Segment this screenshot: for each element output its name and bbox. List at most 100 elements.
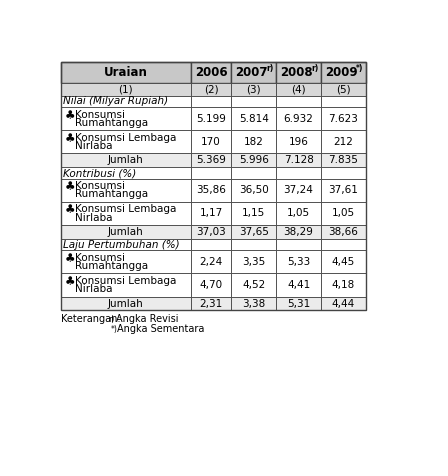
Bar	[191, 297, 231, 310]
Text: Kontribusi (%): Kontribusi (%)	[63, 168, 136, 178]
Bar	[191, 239, 231, 250]
Bar	[60, 107, 191, 130]
Text: (5): (5)	[336, 84, 351, 94]
Text: 4,52: 4,52	[242, 280, 265, 290]
Bar	[231, 250, 276, 274]
Text: Jumlah: Jumlah	[108, 155, 144, 165]
Bar	[276, 107, 321, 130]
Bar	[60, 239, 191, 250]
Bar	[231, 239, 276, 250]
Bar	[60, 297, 191, 310]
Bar	[231, 62, 276, 83]
Text: 1,05: 1,05	[287, 208, 310, 218]
Bar	[231, 202, 276, 225]
Text: 3,35: 3,35	[242, 257, 265, 267]
Bar	[231, 153, 276, 167]
Text: 4,44: 4,44	[332, 298, 355, 308]
Bar	[321, 225, 366, 239]
Text: 37,61: 37,61	[328, 185, 358, 195]
Bar	[60, 202, 191, 225]
Text: Angka Revisi: Angka Revisi	[116, 314, 178, 324]
Bar	[60, 225, 191, 239]
Bar	[191, 153, 231, 167]
Bar	[276, 297, 321, 310]
Bar	[321, 107, 366, 130]
Text: Rumahtangga: Rumahtangga	[75, 189, 148, 199]
Bar	[60, 62, 191, 83]
Bar	[321, 202, 366, 225]
Text: *): *)	[356, 64, 363, 73]
Text: Uraian: Uraian	[104, 66, 148, 79]
Text: (4): (4)	[291, 84, 306, 94]
Bar	[276, 83, 321, 96]
Text: 4,45: 4,45	[332, 257, 355, 267]
Text: r): r)	[311, 64, 318, 73]
Bar	[276, 274, 321, 297]
Text: Keterangan:: Keterangan:	[60, 314, 120, 324]
Text: (2): (2)	[204, 84, 218, 94]
Text: ♣: ♣	[65, 132, 75, 145]
Text: ♣: ♣	[65, 252, 75, 265]
Text: 7.835: 7.835	[328, 155, 358, 165]
Bar	[191, 130, 231, 153]
Text: 5.814: 5.814	[239, 114, 268, 124]
Text: 5.369: 5.369	[196, 155, 226, 165]
Bar	[321, 297, 366, 310]
Bar	[276, 202, 321, 225]
Text: Konsumsi: Konsumsi	[75, 181, 125, 191]
Text: 5.996: 5.996	[239, 155, 268, 165]
Bar	[321, 83, 366, 96]
Bar	[231, 107, 276, 130]
Text: 5,33: 5,33	[287, 257, 310, 267]
Text: 37,24: 37,24	[284, 185, 314, 195]
Text: 3,38: 3,38	[242, 298, 265, 308]
Text: Rumahtangga: Rumahtangga	[75, 118, 148, 128]
Text: Jumlah: Jumlah	[108, 227, 144, 237]
Bar	[60, 130, 191, 153]
Text: ♣: ♣	[65, 180, 75, 193]
Text: 1,05: 1,05	[332, 208, 355, 218]
Bar	[231, 179, 276, 202]
Text: 4,18: 4,18	[332, 280, 355, 290]
Bar	[60, 153, 191, 167]
Bar	[321, 167, 366, 179]
Bar	[191, 96, 231, 107]
Text: 1,15: 1,15	[242, 208, 265, 218]
Text: 7.128: 7.128	[284, 155, 314, 165]
Text: Laju Pertumbuhan (%): Laju Pertumbuhan (%)	[63, 239, 180, 249]
Text: Rumahtangga: Rumahtangga	[75, 261, 148, 271]
Bar	[191, 62, 231, 83]
Text: Jumlah: Jumlah	[108, 298, 144, 308]
Bar	[321, 250, 366, 274]
Text: r): r)	[109, 315, 115, 324]
Text: Angka Sementara: Angka Sementara	[117, 324, 205, 334]
Bar	[231, 274, 276, 297]
Bar	[231, 167, 276, 179]
Bar	[60, 96, 191, 107]
Text: 7.623: 7.623	[328, 114, 358, 124]
Text: 35,86: 35,86	[196, 185, 226, 195]
Bar	[191, 225, 231, 239]
Text: Konsumsi: Konsumsi	[75, 109, 125, 119]
Bar	[191, 83, 231, 96]
Text: Konsumsi Lembaga: Konsumsi Lembaga	[75, 276, 176, 286]
Bar	[276, 179, 321, 202]
Bar	[60, 274, 191, 297]
Bar	[276, 250, 321, 274]
Text: 4,70: 4,70	[199, 280, 223, 290]
Text: 170: 170	[201, 137, 221, 147]
Text: 37,03: 37,03	[196, 227, 226, 237]
Text: 6.932: 6.932	[284, 114, 314, 124]
Bar	[231, 130, 276, 153]
Text: 5.199: 5.199	[196, 114, 226, 124]
Bar	[276, 239, 321, 250]
Text: Konsumsi Lembaga: Konsumsi Lembaga	[75, 204, 176, 214]
Text: ♣: ♣	[65, 109, 75, 122]
Text: Nirlaba: Nirlaba	[75, 141, 112, 151]
Bar	[276, 62, 321, 83]
Bar	[231, 297, 276, 310]
Bar	[321, 62, 366, 83]
Bar	[321, 130, 366, 153]
Text: r): r)	[266, 64, 273, 73]
Bar	[321, 274, 366, 297]
